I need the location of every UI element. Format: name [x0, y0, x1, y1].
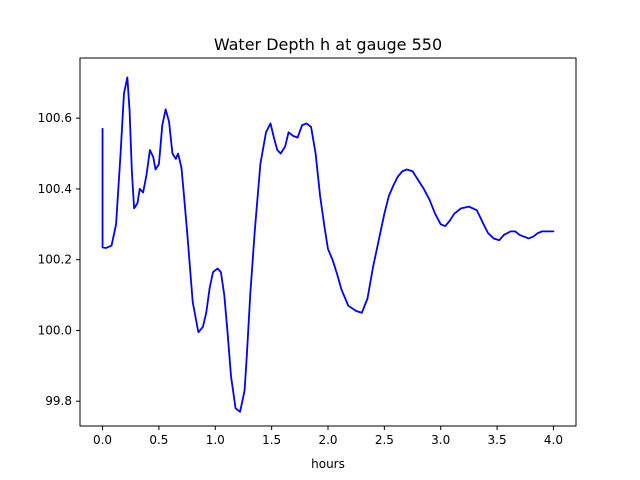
series-line: [101, 76, 555, 413]
x-tick-label: 3.5: [488, 433, 507, 447]
x-tick-label: 2.5: [375, 433, 394, 447]
y-tick-label: 100.0: [38, 323, 72, 337]
x-tick-label: 4.0: [544, 433, 563, 447]
x-tick-label: 3.0: [431, 433, 450, 447]
x-tick-label: 0.0: [93, 433, 112, 447]
y-axis-ticks: 99.8 100.0 100.2 100.4 100.6: [38, 111, 80, 408]
x-axis-label: hours: [311, 457, 345, 471]
chart-title: Water Depth h at gauge 550: [214, 35, 442, 54]
x-tick-label: 2.0: [318, 433, 337, 447]
x-axis-ticks: 0.0 0.5 1.0 1.5 2.0 2.5 3.0 3.5 4.0: [93, 426, 563, 447]
plot-area: 0.0 0.5 1.0 1.5 2.0 2.5 3.0 3.5 4.0 99.8 100.0 100…: [38, 57, 577, 447]
y-tick-label: 100.4: [38, 182, 72, 196]
x-tick-label: 0.5: [149, 433, 168, 447]
y-tick-label: 99.8: [45, 394, 72, 408]
y-tick-label: 100.6: [38, 111, 72, 125]
y-tick-label: 100.2: [38, 253, 72, 267]
x-tick-label: 1.0: [206, 433, 225, 447]
x-tick-label: 1.5: [262, 433, 281, 447]
